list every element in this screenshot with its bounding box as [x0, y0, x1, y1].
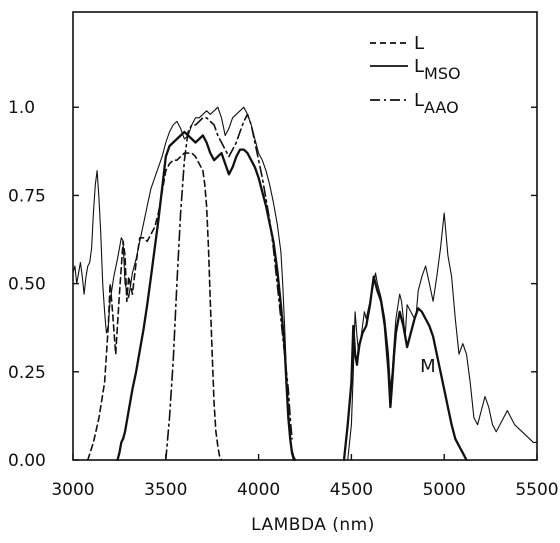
y-tick-label-1: 1.0 [8, 98, 35, 118]
series-line-4 [165, 113, 293, 461]
legend-label-sub-2: MSO [424, 64, 461, 83]
series-line-1 [87, 152, 223, 461]
axes: 3000 3500 4000 4500 5000 5500 0.00 0.25 0.50 0.75… [8, 11, 559, 500]
legend-label-main-1: L [414, 33, 424, 54]
y-tick-label-0.25: 0.25 [8, 363, 46, 383]
x-tick-label-3500: 3500 [144, 480, 187, 500]
x-tick-label-4000: 4000 [237, 480, 280, 500]
x-axis-label: LAMBDA (nm) [251, 515, 375, 535]
plot-marks [73, 106, 537, 461]
series-line-2 [73, 106, 297, 461]
series-line-3 [116, 130, 296, 461]
legend-label-main-2: L [414, 56, 424, 77]
x-tick-label-5500: 5500 [515, 480, 558, 500]
x-tick-label-5000: 5000 [423, 480, 466, 500]
legend-label-main-3: L [414, 90, 424, 111]
legend-label-sub-3: AAO [424, 98, 459, 117]
y-tick-label-0.75: 0.75 [8, 186, 46, 206]
annotation-1: M [420, 356, 436, 377]
plot-frame [72, 11, 538, 461]
legend-label-2: LMSO [414, 56, 461, 83]
series-line-6 [342, 275, 468, 461]
x-tick-label-4500: 4500 [330, 480, 373, 500]
legend-label-1: L [414, 33, 424, 54]
series-line-5 [347, 212, 537, 461]
y-tick-label-0: 0.00 [8, 451, 46, 471]
x-tick-label-3000: 3000 [51, 480, 94, 500]
legend-label-3: LAAO [414, 90, 459, 117]
y-tick-label-0.5: 0.50 [8, 275, 46, 295]
